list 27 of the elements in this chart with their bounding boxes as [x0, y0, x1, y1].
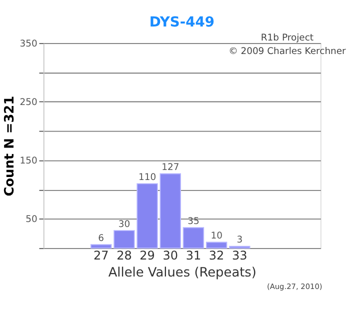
text: (Aug.27, 2010) [266, 282, 322, 291]
x-tick-label: 31 [186, 248, 202, 263]
bar [160, 173, 182, 249]
bar [90, 244, 112, 249]
bar [206, 242, 228, 249]
data-label: 3 [236, 234, 243, 246]
x-tick-label: 27 [93, 248, 109, 263]
data-label: 127 [162, 162, 180, 174]
x-tick-label: 30 [162, 248, 178, 263]
x-tick-label: 33 [232, 248, 248, 263]
y-tick-label: 350 [20, 38, 38, 50]
x-tick-label: 29 [140, 248, 155, 263]
text: R1b Project [260, 32, 314, 44]
x-axis-title: Allele Values (Repeats) [108, 265, 256, 280]
y-tick-label: 50 [26, 214, 38, 226]
y-tick-label: 150 [20, 155, 38, 166]
data-label: 6 [98, 232, 104, 244]
chart-title: DYS-449 [149, 14, 214, 30]
y-axis-title: Count N =321 [2, 96, 18, 196]
x-tick-label: 28 [116, 248, 132, 263]
data-label: 30 [118, 218, 130, 230]
y-tick-label: 250 [20, 96, 38, 108]
annotation: © 2009 Charles Kerchner [228, 46, 346, 58]
bar [182, 227, 204, 249]
data-label: 110 [138, 172, 156, 183]
data-label: 10 [210, 230, 223, 242]
x-tick-label: 32 [208, 248, 224, 263]
